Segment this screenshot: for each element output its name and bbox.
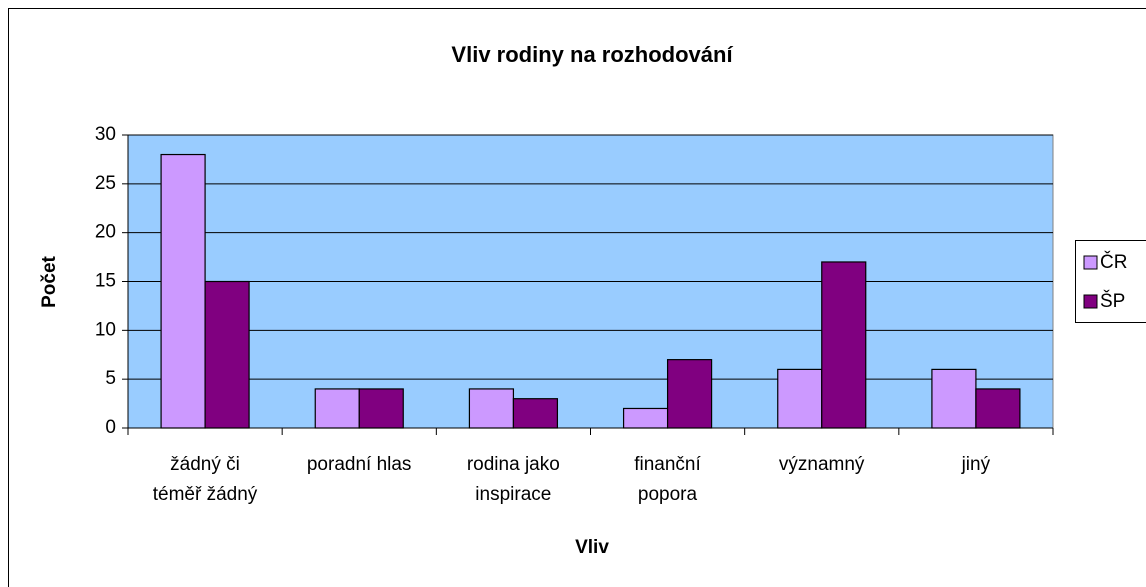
y-tick-label: 5 xyxy=(105,368,116,389)
y-tick-label: 25 xyxy=(95,173,116,194)
x-tick-label: poradní hlas xyxy=(306,454,412,475)
y-tick-label: 30 xyxy=(95,124,116,145)
bar xyxy=(512,398,559,429)
bar xyxy=(666,359,713,429)
x-tick-label: významný xyxy=(778,454,865,475)
y-tick-label: 15 xyxy=(95,271,116,292)
y-tick-label: 0 xyxy=(105,417,116,438)
x-tick-label: rodina jako inspirace xyxy=(466,454,560,505)
bar xyxy=(160,153,206,429)
bar xyxy=(931,368,977,429)
y-tick-label: 10 xyxy=(95,319,116,340)
bar xyxy=(622,407,669,429)
chart-title: Vliv rodiny na rozhodování xyxy=(451,42,733,67)
bar xyxy=(777,368,823,429)
legend-swatch xyxy=(1083,255,1098,270)
bar xyxy=(204,280,250,429)
legend-swatch xyxy=(1083,294,1098,309)
bar xyxy=(358,388,404,429)
x-tick-label: žádný či téměř žádný xyxy=(152,454,258,505)
y-tick-label: 20 xyxy=(95,222,116,243)
x-tick-label: jiný xyxy=(961,454,991,475)
x-tick-label: finanční popora xyxy=(634,454,701,505)
bar xyxy=(314,388,360,429)
legend-label: ČR xyxy=(1100,251,1127,273)
bar xyxy=(975,388,1021,429)
bar xyxy=(468,388,515,429)
bar xyxy=(821,261,867,429)
legend-label: ŠP xyxy=(1100,290,1125,312)
y-axis-title: Počet xyxy=(39,255,60,307)
legend-box xyxy=(1075,240,1146,323)
x-axis-title: Vliv xyxy=(575,537,609,558)
